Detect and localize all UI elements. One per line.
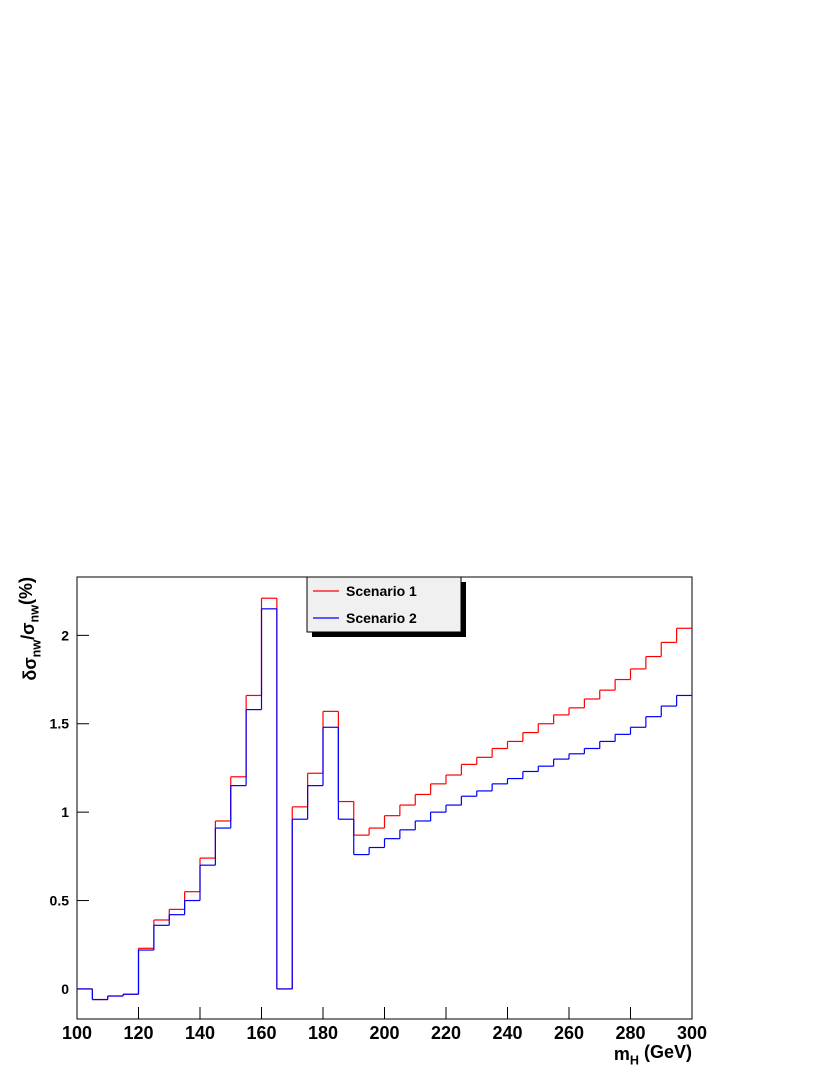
x-axis-label-part: m — [614, 1044, 630, 1064]
y-tick-label: 1.5 — [50, 716, 70, 732]
x-tick-label: 240 — [492, 1023, 522, 1043]
y-axis-label: δσnw/σnw(%) — [16, 577, 43, 681]
x-tick-label: 200 — [369, 1023, 399, 1043]
y-axis-label-part: nw — [28, 605, 42, 623]
y-axis-label-part: /σ — [18, 623, 38, 640]
x-tick-label: 180 — [308, 1023, 338, 1043]
x-axis-label-part: (GeV) — [639, 1042, 692, 1062]
y-tick-label: 2 — [61, 627, 69, 643]
y-tick-label: 0.5 — [50, 893, 70, 909]
x-axis-label: mH (GeV) — [614, 1042, 692, 1067]
legend-box — [306, 576, 462, 633]
plot-frame — [76, 576, 693, 1020]
x-tick-label: 300 — [677, 1023, 707, 1043]
x-tick-label: 160 — [246, 1023, 276, 1043]
x-tick-label: 120 — [123, 1023, 153, 1043]
x-tick-label: 140 — [185, 1023, 215, 1043]
x-tick-label: 260 — [554, 1023, 584, 1043]
y-tick-label: 1 — [61, 804, 69, 820]
y-axis-label-part: δσ — [20, 657, 40, 680]
y-axis-label-part: nw — [29, 640, 43, 658]
y-axis-label-part: (%) — [16, 577, 36, 605]
legend-label: Scenario 2 — [346, 610, 417, 626]
legend-label: Scenario 1 — [346, 583, 417, 599]
x-tick-label: 100 — [62, 1023, 92, 1043]
x-tick-label: 220 — [431, 1023, 461, 1043]
y-tick-label: 0 — [61, 981, 69, 997]
x-axis-label-part: H — [630, 1053, 639, 1067]
x-tick-label: 280 — [615, 1023, 645, 1043]
